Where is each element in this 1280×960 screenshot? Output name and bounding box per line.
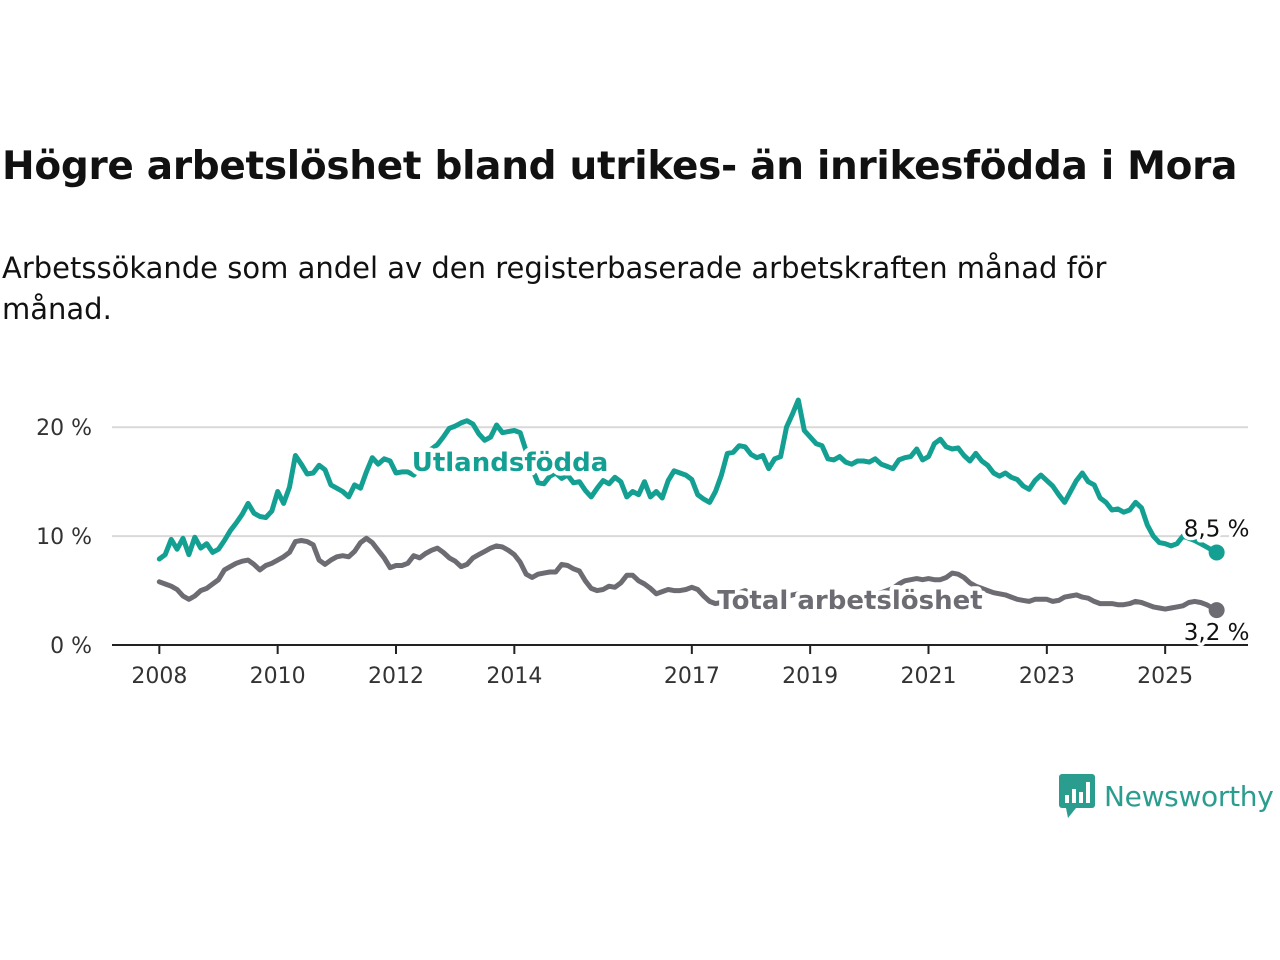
x-tick-label: 2021 [901,664,957,689]
series-line-0 [156,397,1220,562]
grid-lines [112,426,1248,538]
series-line-1 [156,535,1220,613]
x-tick-label: 2010 [250,664,306,689]
end-label-total: 3,2 % [1184,620,1250,646]
x-tick-label: 2008 [131,664,187,689]
x-tick-label: 2025 [1137,664,1193,689]
series-label-total: Total arbetslöshet [717,586,982,616]
x-axis-ticks: 2008 2010 2012 2014 2017 2019 2021 2023 2025 [112,644,1248,689]
line-chart: 0 % 10 % 20 % 2008 2010 2012 2014 2017 2019 2021… [36,397,1253,689]
x-tick-label: 2023 [1019,664,1075,689]
series-labels: Utlandsfödda Total arbetslöshet 8,5 % 3,2 % [407,444,1253,650]
x-tick-label: 2012 [368,664,424,689]
series-lines [156,397,1225,619]
logo-text: Newsworthy [1104,779,1274,813]
end-point-1 [1208,602,1225,619]
y-tick-label: 20 % [36,416,92,441]
series-label-foreign: Utlandsfödda [412,448,609,478]
chart-title: Högre arbetslöshet bland utrikes- än inr… [2,144,1238,189]
end-point-0 [1208,544,1225,561]
bar-chart-bubble-icon [1059,774,1095,818]
x-tick-label: 2019 [782,664,838,689]
y-tick-label: 10 % [36,525,92,550]
end-label-foreign: 8,5 % [1184,516,1250,542]
x-tick-label: 2017 [664,664,720,689]
newsworthy-logo[interactable]: Newsworthy [1058,772,1280,820]
chart-subtitle: Arbetssökande som andel av den registerb… [2,251,1107,326]
y-axis-ticks: 0 % 10 % 20 % [36,416,92,659]
x-tick-label: 2014 [486,664,542,689]
y-tick-label: 0 % [50,634,92,659]
